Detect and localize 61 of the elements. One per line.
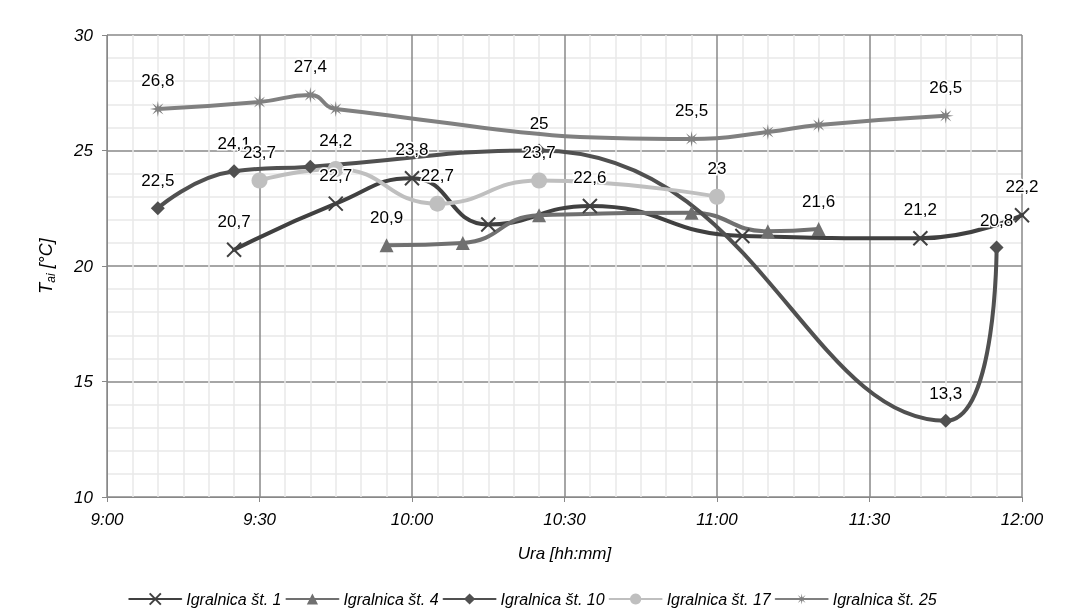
data-label: 25,5 [675, 100, 709, 120]
y-tick-label: 25 [73, 141, 94, 160]
point [227, 164, 242, 179]
x-axis-title: Ura [hh:mm] [517, 544, 613, 563]
x-tick-label: 11:00 [696, 510, 739, 529]
legend-label: Igralnica št. 25 [832, 590, 937, 608]
y-tick-label: 20 [73, 256, 94, 276]
point [455, 235, 470, 250]
data-label: 22,5 [141, 171, 175, 191]
point [531, 172, 548, 189]
point [251, 172, 268, 189]
point [379, 238, 394, 253]
data-label: 13,3 [929, 383, 963, 403]
y-tick-label: 10 [74, 487, 94, 507]
point [912, 230, 929, 247]
data-label: 22,6 [573, 167, 607, 187]
data-label: 24,2 [319, 130, 353, 150]
point [734, 227, 751, 244]
x-tick-label: 10:00 [390, 510, 434, 529]
point [760, 224, 775, 239]
legend-label: Igralnica št. 4 [343, 590, 439, 608]
data-label: 22,2 [1005, 177, 1039, 197]
point [709, 188, 725, 205]
point [149, 100, 166, 117]
y-tick-label: 30 [74, 25, 94, 45]
point [150, 201, 165, 216]
x-tick-label: 10:30 [543, 510, 587, 529]
x-tick-label: 9:00 [90, 510, 125, 529]
point [989, 240, 1004, 255]
y-tick-label: 15 [74, 372, 94, 391]
point [327, 195, 344, 212]
data-label: 21,6 [802, 192, 836, 212]
point [811, 222, 826, 237]
y-axis-title: Tai [°C] [36, 237, 58, 294]
data-label: 27,4 [293, 57, 327, 77]
legend-label: Igralnica št. 17 [666, 590, 772, 608]
legend-label: Igralnica št. 10 [500, 590, 605, 608]
data-label: 21,2 [903, 200, 937, 220]
point [429, 195, 446, 212]
point [684, 205, 699, 220]
data-label: 26,5 [929, 77, 963, 97]
point [938, 413, 953, 428]
point [480, 216, 497, 233]
data-label: 23,8 [395, 140, 429, 160]
x-tick-label: 12:00 [1000, 510, 1044, 529]
point [532, 208, 547, 223]
point [303, 159, 318, 174]
data-label: 26,8 [141, 70, 175, 90]
x-tick-label: 9:30 [242, 510, 277, 529]
data-label: 22,7 [319, 165, 353, 185]
legend-label: Igralnica št. 1 [186, 590, 282, 608]
data-label: 20,7 [217, 211, 251, 231]
point [226, 241, 243, 258]
data-label: 22,7 [420, 165, 454, 185]
data-label: 25 [529, 113, 549, 133]
point [404, 170, 420, 187]
x-tick-label: 11:30 [848, 510, 891, 529]
point [581, 197, 598, 214]
data-label: 20,9 [370, 208, 404, 228]
data-label: 23 [707, 158, 727, 178]
point [1014, 207, 1030, 224]
